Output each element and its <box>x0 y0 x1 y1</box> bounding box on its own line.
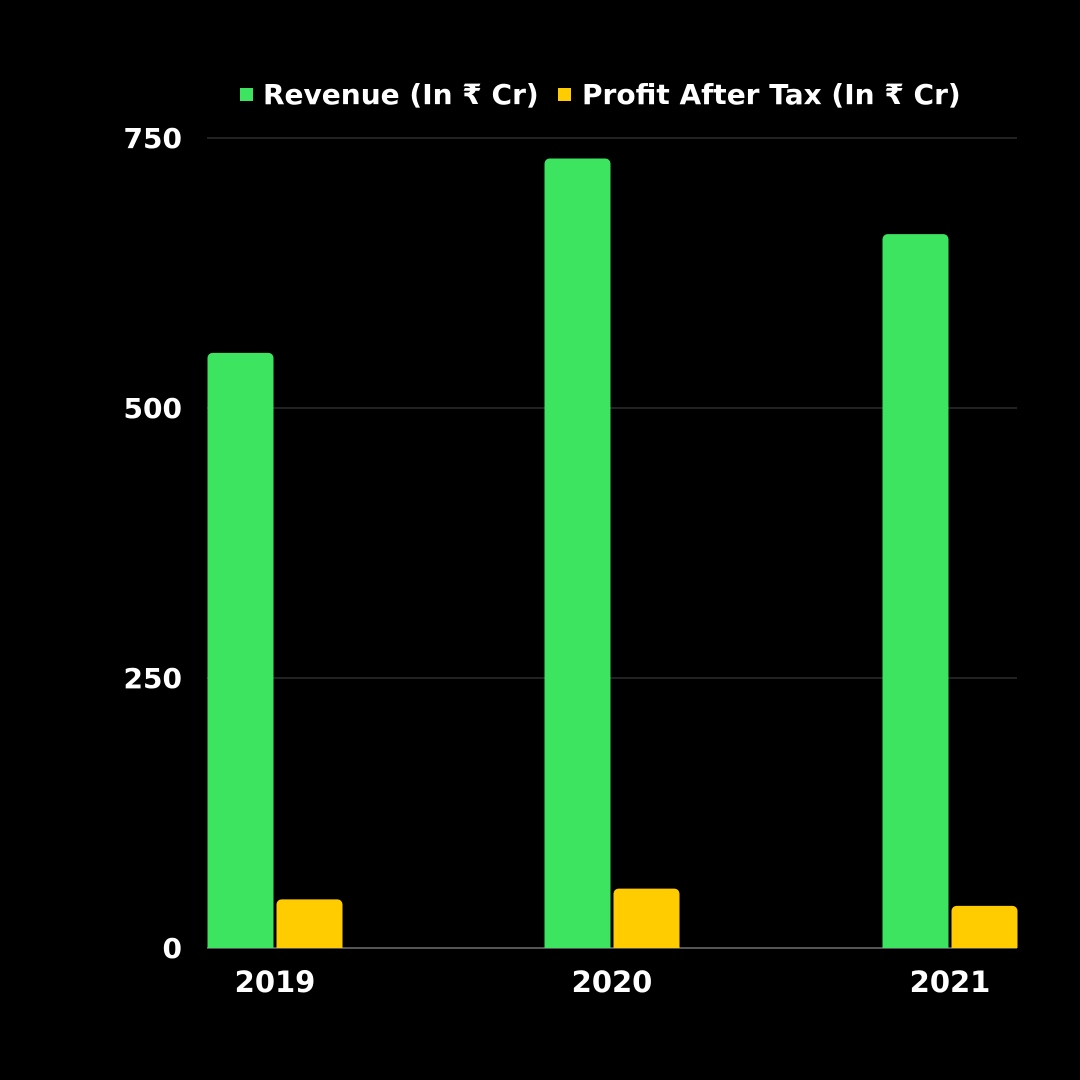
bar-base-fill <box>613 942 680 948</box>
x-category-labels: 2019 2020 2021 <box>235 965 991 999</box>
x-category-label: 2020 <box>572 965 653 999</box>
legend-swatch-profit <box>558 88 571 101</box>
legend-swatch-revenue <box>240 88 253 101</box>
bar-base-fill <box>951 942 1018 948</box>
legend-label-revenue: Revenue (In ₹ Cr) <box>263 78 539 111</box>
bar-base-fill <box>882 942 949 948</box>
legend-label-profit: Profit After Tax (In ₹ Cr) <box>582 78 961 111</box>
bars <box>207 158 1018 948</box>
x-category-label: 2021 <box>910 965 991 999</box>
y-tick-labels: 0 250 500 750 <box>124 122 182 965</box>
y-tick-label: 500 <box>124 392 182 425</box>
gridlines <box>207 137 1017 679</box>
bar-base-fill <box>544 942 611 948</box>
bar-profit-2019 <box>276 899 343 948</box>
bar-base-fill <box>276 942 343 948</box>
bar-revenue-2020 <box>544 158 611 948</box>
legend: Revenue (In ₹ Cr) Profit After Tax (In ₹… <box>240 78 961 111</box>
y-tick-label: 0 <box>163 932 182 965</box>
y-tick-label: 750 <box>124 122 182 155</box>
bar-revenue-2021 <box>882 234 949 948</box>
bar-profit-2020 <box>613 888 680 948</box>
bar-revenue-2019 <box>207 352 274 948</box>
y-tick-label: 250 <box>124 662 182 695</box>
bar-profit-2021 <box>951 905 1018 948</box>
x-category-label: 2019 <box>235 965 316 999</box>
bar-base-fill <box>207 942 274 948</box>
